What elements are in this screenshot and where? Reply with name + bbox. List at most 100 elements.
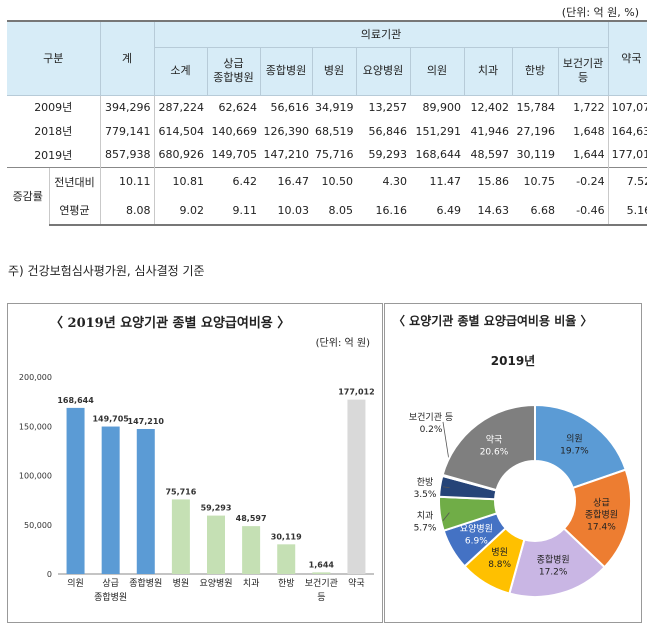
header-col: 요양병원 xyxy=(355,47,410,96)
table-cell: 11.47 xyxy=(410,166,464,196)
table-cell: 680,926 xyxy=(153,143,207,167)
table-row: 2018년 779,141 614,504 140,669 126,390 68,519 5… xyxy=(7,119,647,143)
bar-value-label: 30,119 xyxy=(271,532,302,541)
bar-value-label: 1,644 xyxy=(309,560,335,569)
pie-slice-label: 보건기관 등 xyxy=(409,412,453,423)
bar-value-label: 75,716 xyxy=(165,487,196,496)
pie-slice-pct: 17.4% xyxy=(587,522,616,532)
header-pharmacy: 약국 xyxy=(607,20,647,96)
table-cell: 14.63 xyxy=(464,196,512,226)
table-cell: 394,296 xyxy=(99,95,154,119)
table-row: 연평균 8.08 9.02 9.11 10.03 8.05 16.16 6.49 14.63 6.… xyxy=(7,196,647,226)
bar xyxy=(242,526,261,574)
bar-value-label: 48,597 xyxy=(236,514,267,523)
header-col: 종합병원 xyxy=(259,47,312,96)
table-cell: 56,616 xyxy=(270,100,310,114)
bar xyxy=(347,399,366,574)
table-cell: 168,644 xyxy=(415,148,462,162)
table-row: 2009년 394,296 287,224 62,624 56,616 34,919 13,… xyxy=(7,95,647,119)
table-cell: 151,291 xyxy=(415,124,462,138)
table-cell: 10.50 xyxy=(312,166,356,196)
x-tick-label: 등 xyxy=(317,592,325,603)
pie-slice-pct: 3.5% xyxy=(414,490,437,500)
y-tick-label: 150,000 xyxy=(19,422,52,431)
table-cell: 68,519 xyxy=(315,124,354,138)
bar-value-label: 168,644 xyxy=(57,396,94,405)
table-cell: 89,900 xyxy=(422,100,462,114)
pie-slice-pct: 19.7% xyxy=(560,447,589,457)
header-col: 병원 xyxy=(311,47,356,96)
pie-chart-title: 〈 요양기관 종별 요양급여비용 비율 〉 xyxy=(393,314,593,328)
x-tick-label: 종합병원 xyxy=(94,592,127,603)
table-cell: 1,722 xyxy=(573,100,605,114)
header-col: 한방 xyxy=(511,47,558,96)
bar xyxy=(171,499,190,574)
table-cell: 287,224 xyxy=(153,95,207,119)
table-cell: 6.42 xyxy=(207,166,260,196)
bar-value-label: 149,705 xyxy=(92,415,129,424)
bar-chart-panel: 〈 2019년 요양기관 종별 요양급여비용 〉 (단위: 억 원) 0 50,0… xyxy=(7,303,383,623)
leader-line xyxy=(442,486,450,489)
header-group: 구분 xyxy=(7,20,100,96)
x-tick-label: 상급 xyxy=(102,578,119,589)
unit-label: (단위: 억 원, %) xyxy=(561,6,639,19)
x-tick-label: 한방 xyxy=(278,578,295,589)
table-cell: 10.03 xyxy=(260,196,312,226)
table-row: 2019년 857,938 680,926 149,705 147,210 75,716 5… xyxy=(7,143,647,167)
pie-slice-label: 종합병원 xyxy=(537,555,570,566)
table-cell: 177,012 xyxy=(607,143,647,167)
pie-slice xyxy=(534,403,627,490)
bar-value-label: 177,012 xyxy=(338,388,374,397)
pie-slice-pct: 20.6% xyxy=(480,448,509,458)
table-cell: -0.46 xyxy=(558,196,609,226)
y-tick-label: 50,000 xyxy=(24,521,52,530)
table-cell: 126,390 xyxy=(263,124,310,138)
table-cell: 857,938 xyxy=(99,143,154,167)
table-cell: 10.81 xyxy=(153,166,207,196)
y-tick-label: 0 xyxy=(47,570,52,579)
table-row: 증감률 전년대비 10.11 10.81 6.42 16.47 10.50 4.30 11.47… xyxy=(7,166,647,225)
table-cell: 8.05 xyxy=(312,196,356,226)
table-cell: 56,846 xyxy=(368,124,408,138)
pie-slice-label: 요양병원 xyxy=(460,523,493,534)
table-cell: 1,644 xyxy=(573,148,605,162)
table-cell: 1,648 xyxy=(573,124,605,138)
pie-chart-subtitle: 2019년 xyxy=(490,354,536,368)
header-col: 치과 xyxy=(463,47,512,96)
row-label: 연평균 xyxy=(48,196,100,226)
x-tick-label: 의원 xyxy=(67,578,84,589)
table-cell: -0.24 xyxy=(558,166,609,196)
bar xyxy=(66,407,85,574)
pie-slice-pct: 5.7% xyxy=(414,524,437,534)
table-cell: 48,597 xyxy=(470,148,510,162)
x-tick-label: 보건기관 xyxy=(305,578,338,589)
pie-slice-pct: 0.2% xyxy=(420,425,443,435)
bar xyxy=(136,428,155,574)
pie-slice-label: 상급 xyxy=(593,497,610,508)
table-cell: 13,257 xyxy=(368,100,408,114)
bar xyxy=(312,572,331,574)
table-cell: 5.16 xyxy=(607,196,647,226)
header-col: 상급 종합병원 xyxy=(206,47,260,96)
bar-chart-title: 〈 2019년 요양기관 종별 요양급여비용 〉 xyxy=(50,316,291,331)
table-cell: 10.11 xyxy=(99,166,154,196)
row-label: 2018년 xyxy=(34,125,73,138)
bar xyxy=(207,515,225,574)
table-cell: 34,919 xyxy=(315,100,354,114)
bar xyxy=(101,426,120,574)
pie-chart-panel: 〈 요양기관 종별 요양급여비용 비율 〉 2019년 의원 19.7% 상급 종합병… xyxy=(384,303,642,623)
table-cell: 147,210 xyxy=(263,148,310,162)
table-cell: 15,784 xyxy=(516,100,556,114)
header-col: 소계 xyxy=(153,47,207,96)
pie-slice-label: 치과 xyxy=(417,510,434,522)
table-cell: 6.49 xyxy=(410,196,464,226)
stats-table: 구분 계 의료기관 약국 소계 상급 종합병원 종합병원 병원 요양병원 의원 치과 한방 보건… xyxy=(7,20,647,226)
pie-slice-label: 약국 xyxy=(486,434,503,446)
pie-slice-pct: 6.9% xyxy=(465,536,488,546)
row-label: 2019년 xyxy=(34,148,73,162)
x-tick-label: 종합병원 xyxy=(129,578,162,589)
source-note: 주) 건강보험심사평가원, 심사결정 기준 xyxy=(8,264,205,278)
table-cell: 10.75 xyxy=(512,166,558,196)
x-tick-label: 병원 xyxy=(173,578,190,589)
